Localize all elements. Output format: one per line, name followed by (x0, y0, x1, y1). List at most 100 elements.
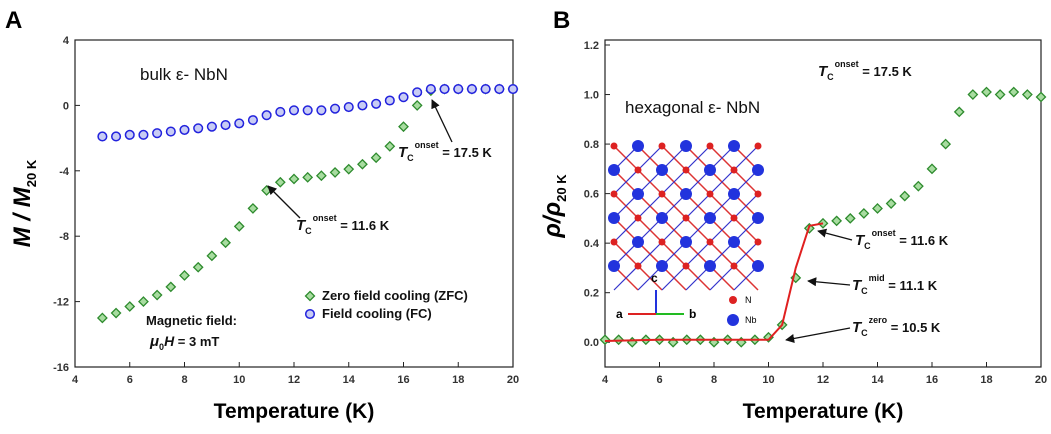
bond (685, 145, 711, 171)
n-atom (682, 166, 690, 174)
bond (613, 265, 639, 291)
data-point (926, 163, 938, 175)
annotation-sup: onset (835, 59, 859, 69)
data-point (151, 289, 163, 301)
data-point (844, 212, 856, 224)
y-axis-title-sub: 20 K (554, 174, 569, 202)
nb-atom (656, 260, 668, 272)
data-point (439, 84, 450, 95)
nb-atom (728, 140, 740, 152)
y-axis-title-sub: 20 K (24, 159, 39, 187)
nb-atom (608, 212, 620, 224)
y-axis-title: ρ/ρ20 K (539, 174, 569, 239)
x-tick-label: 6 (127, 374, 133, 386)
bond (733, 145, 759, 171)
annotation-sup: zero (869, 315, 888, 325)
data-point (138, 296, 149, 308)
data-point (412, 87, 423, 98)
data-point (1035, 91, 1047, 103)
nb-atom (680, 140, 692, 152)
data-point (220, 119, 231, 131)
annotation-symbol: μ (149, 333, 159, 350)
nb-atom (728, 188, 740, 200)
nb-atom (704, 164, 716, 176)
data-point (152, 128, 163, 139)
x-tick-label: 4 (602, 374, 609, 386)
data-point (96, 312, 108, 324)
annotation: μ0H = 3 mT (149, 333, 219, 352)
annotation: TConset = 11.6 K (855, 228, 949, 251)
n-atom (634, 262, 642, 270)
nb-atom (680, 236, 692, 248)
data-point (234, 118, 245, 129)
data-point (275, 106, 286, 117)
data-point (192, 261, 204, 273)
data-point (494, 84, 505, 95)
annotation-arrow (807, 277, 851, 287)
y-tick-label: -16 (53, 362, 69, 374)
annotation-text: = 10.5 K (887, 320, 941, 335)
x-tick-label: 8 (711, 374, 717, 386)
x-tick-label: 4 (72, 374, 79, 386)
data-point (858, 208, 870, 219)
data-point (370, 152, 382, 164)
y-tick-label: 0.8 (584, 139, 599, 151)
n-atom (610, 238, 618, 246)
data-point (247, 202, 259, 214)
x-tick-label: 20 (507, 374, 519, 386)
nb-atom (752, 260, 764, 272)
data-point (899, 190, 911, 202)
fit-line (604, 222, 824, 342)
bond (637, 145, 663, 171)
data-point (953, 106, 965, 118)
data-point (179, 124, 190, 135)
data-point (480, 84, 491, 95)
x-tick-label: 14 (343, 374, 356, 386)
nb-atom (656, 212, 668, 224)
annotation-sub: C (864, 241, 871, 251)
bond (637, 193, 663, 219)
annotation-sup: onset (313, 213, 337, 223)
annotation-arrow (267, 185, 301, 219)
nb-atom (608, 164, 620, 176)
data-point (233, 220, 245, 232)
bond (613, 217, 639, 243)
y-tick-label: -8 (59, 231, 69, 243)
annotation-arrow (817, 228, 853, 241)
data-point (124, 129, 135, 140)
data-point (885, 198, 897, 209)
legend-marker (304, 308, 316, 320)
y-tick-label: 1.2 (584, 40, 599, 52)
x-tick-label: 8 (181, 374, 187, 386)
data-point (206, 250, 218, 262)
panel-label: A (5, 7, 22, 34)
data-point (912, 180, 924, 192)
annotation: TCmid = 11.1 K (852, 273, 938, 296)
annotation-sub: C (861, 286, 868, 296)
data-point (453, 84, 464, 95)
n-atom (610, 190, 618, 198)
annotation-symbol: T (852, 319, 863, 336)
annotation-sub: 0 (159, 342, 164, 352)
data-point (626, 336, 638, 348)
bond (733, 241, 759, 267)
bond (613, 169, 639, 195)
n-atom (706, 190, 714, 198)
x-tick-label: 12 (288, 374, 300, 386)
nb-atom (704, 212, 716, 224)
y-tick-label: 0 (63, 100, 69, 112)
n-atom (658, 142, 666, 150)
annotation-sup: onset (415, 140, 439, 150)
bond (685, 241, 711, 267)
x-tick-label: 10 (233, 374, 245, 386)
data-point (97, 131, 108, 142)
panel-label: B (553, 7, 570, 34)
data-point (111, 131, 122, 142)
annotation-symbol: T (398, 144, 409, 161)
x-tick-label: 18 (980, 374, 992, 386)
nb-atom (632, 188, 644, 200)
n-atom (658, 190, 666, 198)
y-tick-label: 4 (63, 35, 70, 47)
bond (709, 217, 735, 243)
